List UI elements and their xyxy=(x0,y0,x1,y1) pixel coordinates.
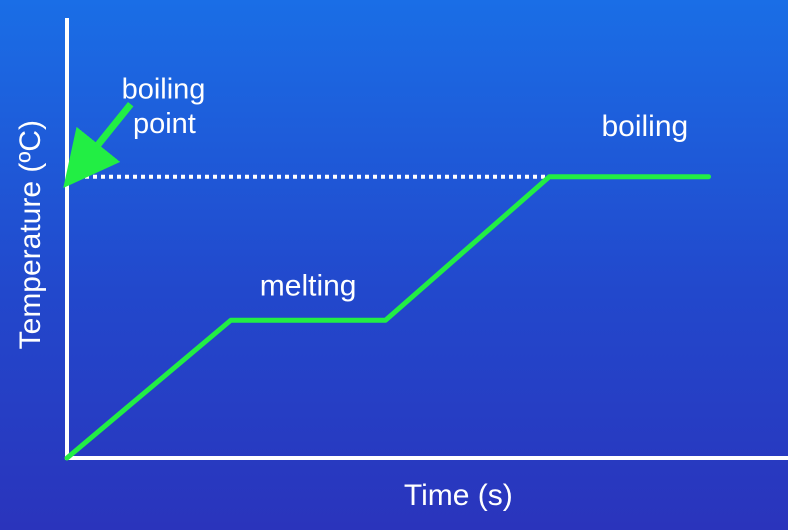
boiling-point-label-line2: point xyxy=(133,108,196,140)
boiling-annotation: boiling xyxy=(601,110,688,143)
boiling-point-arrow xyxy=(63,102,134,188)
melting-annotation: melting xyxy=(260,270,357,303)
boiling-point-label-line1: boiling xyxy=(122,73,206,105)
temperature-series-line xyxy=(64,174,712,461)
x-axis-label: Time (s) xyxy=(404,479,513,512)
y-axis-label: Temperature (ºC) xyxy=(14,120,47,349)
